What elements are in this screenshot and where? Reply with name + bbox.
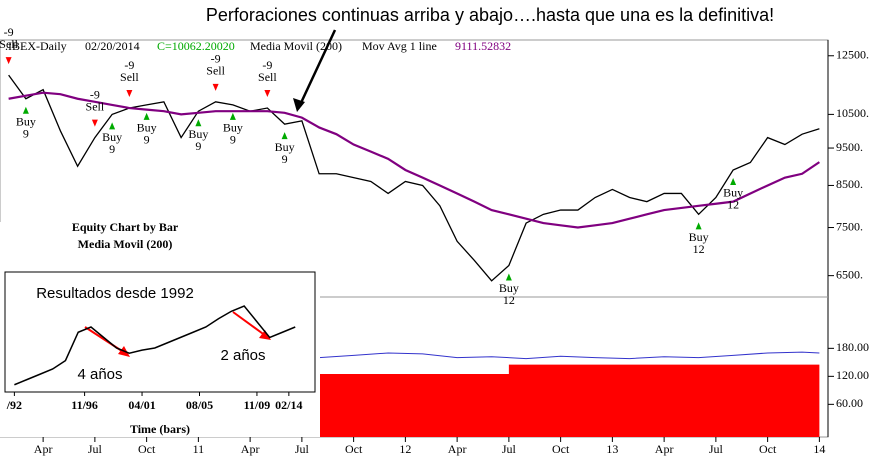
x-tick-label: 14 (813, 442, 825, 456)
signal-label: Buy (723, 186, 743, 200)
signal-label: Sell (0, 37, 19, 51)
inset-subtitle: Media Movil (200) (78, 237, 173, 251)
signal-label: Buy (137, 121, 157, 135)
y-tick-label: 180.00 (836, 340, 869, 354)
signal-count: -9 (124, 58, 134, 72)
signal-count: -9 (211, 52, 221, 66)
indicator-value: 9111.52832 (455, 39, 511, 53)
x-tick-label: 02/14 (275, 398, 302, 412)
annotation: Perforaciones continuas arriba y abajo….… (206, 5, 774, 25)
x-tick-label: Apr (448, 442, 467, 456)
signal-count: 9 (144, 133, 150, 147)
signal-label: Buy (223, 121, 243, 135)
x-tick-label: 13 (606, 442, 618, 456)
x-tick-label: Apr (655, 442, 674, 456)
x-tick-label: Jul (502, 442, 517, 456)
sell-arrow (212, 83, 219, 91)
annotation-arrowhead (293, 98, 305, 112)
x-tick-label: Apr (241, 442, 260, 456)
signal-count: 12 (503, 293, 515, 307)
signal-label: Buy (499, 281, 519, 295)
signal-count: 9 (195, 139, 201, 153)
sell-arrow (91, 119, 98, 127)
signal-label: Sell (258, 70, 277, 84)
x-tick-label: /92 (6, 398, 22, 412)
inset-arrowhead (259, 330, 271, 340)
signal-label: Buy (188, 127, 208, 141)
x-tick-label: Oct (552, 442, 570, 456)
buy-arrow (109, 122, 116, 130)
buy-arrow (281, 132, 288, 140)
x-tick-label: Oct (138, 442, 156, 456)
signal-label: Buy (275, 140, 295, 154)
buy-arrow (143, 112, 150, 120)
y-tick-label: 12500. (836, 48, 869, 62)
x-tick-label: 12 (399, 442, 411, 456)
y-tick-label: 7500. (836, 219, 863, 233)
signal-count: -9 (262, 58, 272, 72)
signal-count: -9 (90, 87, 100, 101)
inset-label: Resultados desde 1992 (36, 285, 194, 302)
indicator: Media Movil (200) (250, 39, 342, 53)
signal-count: 9 (230, 133, 236, 147)
signal-label: Buy (16, 114, 36, 128)
buy-arrow (730, 177, 737, 185)
annotation-arrow (298, 29, 337, 106)
date: 02/20/2014 (85, 39, 140, 53)
signal-count: -9 (4, 25, 14, 39)
inset-x-label: Time (bars) (130, 422, 190, 436)
sell-arrow (5, 57, 12, 65)
inset: Equity Chart by Bar Media Movil (200) Re… (0, 220, 320, 437)
volume-line (319, 351, 820, 360)
x-tick-label: 11/96 (71, 398, 98, 412)
buy-arrow (505, 273, 512, 281)
x-tick-label: Jul (88, 442, 103, 456)
inset-arrow (232, 311, 267, 337)
close: C=10062.20020 (157, 39, 235, 53)
indicator-type: Mov Avg 1 line (362, 39, 437, 53)
x-tick-label: Jul (709, 442, 724, 456)
x-tick-label: 08/05 (186, 398, 213, 412)
buy-arrow (229, 112, 236, 120)
signal-label: Sell (206, 64, 225, 78)
y-tick-label: 8500. (836, 177, 863, 191)
signal-count: 9 (109, 142, 115, 156)
signal-count: 9 (23, 126, 29, 140)
sell-arrow (126, 90, 133, 98)
line-series (8, 91, 820, 229)
y-tick-label: 10500. (836, 106, 869, 120)
x-tick-label: Oct (345, 442, 363, 456)
x-tick-label: 11/09 (244, 398, 271, 412)
signal-count: 12 (693, 242, 705, 256)
buy-arrow (195, 119, 202, 127)
buy-arrow (22, 106, 29, 114)
y-tick-label: 6500. (836, 267, 863, 281)
inset-note: 2 años (220, 347, 265, 364)
buy-arrow (695, 222, 702, 230)
signal-count: 9 (282, 152, 288, 166)
signal-label: Buy (102, 130, 122, 144)
signal-count: 12 (727, 198, 739, 212)
signal-label: Sell (86, 99, 105, 113)
inset-title: Equity Chart by Bar (72, 220, 179, 234)
y-tick-label: 120.00 (836, 368, 869, 382)
chart-title: .IBEX-Daily (5, 39, 67, 53)
y-tick-label: 60.00 (836, 396, 863, 410)
equity-area (319, 364, 820, 437)
sell-arrow (264, 90, 271, 98)
signal-label: Sell (120, 70, 139, 84)
x-tick-label: 11 (193, 442, 205, 456)
x-tick-label: Oct (759, 442, 777, 456)
x-tick-label: 04/01 (128, 398, 155, 412)
y-tick-label: 9500. (836, 140, 863, 154)
signal-label: Buy (689, 230, 709, 244)
inset-background (0, 222, 320, 437)
equity-line (14, 305, 296, 386)
inset-note: 4 años (77, 366, 122, 383)
x-tick-label: Jul (295, 442, 310, 456)
inset-frame (4, 271, 316, 393)
x-tick-label: Apr (34, 442, 53, 456)
line-series (8, 74, 820, 282)
